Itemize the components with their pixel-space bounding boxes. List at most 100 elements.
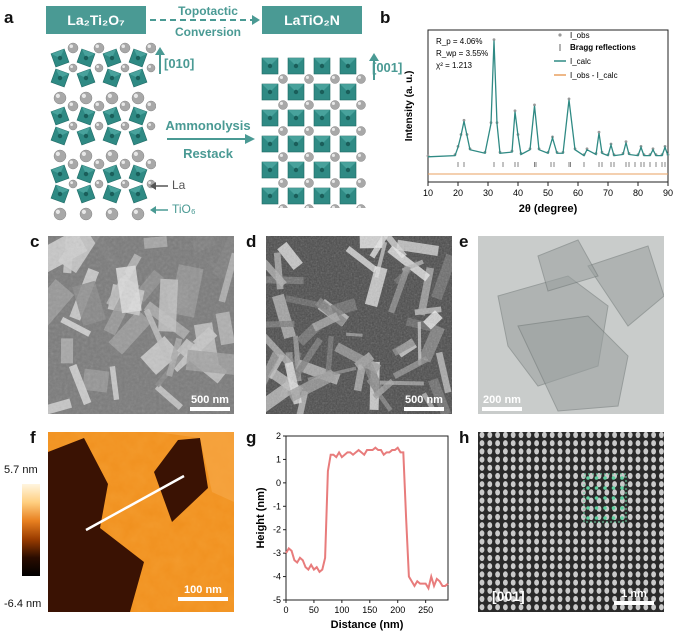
lattice-atom	[627, 456, 633, 463]
overlay-atom	[603, 506, 607, 510]
lattice-atom	[518, 595, 524, 603]
lattice-atom	[581, 432, 586, 439]
lattice-atom	[627, 497, 633, 504]
lattice-atom	[495, 472, 500, 480]
tio6-octahedron	[128, 106, 148, 126]
lattice-atom	[549, 440, 555, 447]
la-atom-highlight	[121, 160, 125, 164]
lattice-atom	[549, 489, 555, 496]
lattice-atom	[612, 489, 617, 496]
la-atom-highlight	[96, 123, 99, 126]
lattice-atom	[635, 587, 641, 594]
la-atom-highlight	[279, 205, 283, 208]
lattice-atom	[479, 538, 485, 545]
lattice-atom	[526, 546, 532, 553]
lattice-atom	[651, 440, 656, 447]
lattice-atom	[643, 595, 649, 603]
lattice-atom	[596, 522, 602, 529]
lattice-atom	[588, 563, 594, 570]
lattice-atom	[510, 472, 516, 480]
lattice-atom	[565, 546, 571, 553]
lattice-atom	[635, 497, 641, 504]
octahedron-facet	[288, 162, 304, 170]
lattice-atom	[659, 554, 664, 562]
lattice-atom	[612, 538, 617, 545]
lattice-atom	[510, 571, 516, 578]
lattice-atom	[651, 472, 656, 480]
la-atom	[119, 42, 131, 54]
ti-atom	[319, 63, 325, 69]
lattice-atom	[495, 546, 500, 553]
lattice-atom	[588, 587, 594, 594]
lattice-atom	[495, 456, 500, 463]
lattice-atom	[651, 497, 656, 504]
lattice-atom	[596, 538, 602, 545]
lattice-atom	[627, 440, 633, 447]
la-atom	[79, 207, 93, 221]
la-atom	[304, 100, 314, 110]
lattice-atom	[620, 579, 625, 586]
tio6-octahedron	[313, 161, 331, 179]
la-atom-highlight	[81, 93, 86, 98]
la-atom	[105, 91, 119, 105]
profile-xtick-label: 250	[418, 605, 433, 615]
lattice-atom	[596, 464, 602, 471]
unit-cell-overlay	[583, 473, 627, 523]
lattice-atom	[635, 546, 641, 553]
octahedron-facet	[133, 165, 147, 174]
lattice-atom	[526, 530, 532, 537]
lattice-atom	[596, 546, 602, 553]
lattice-atom	[659, 497, 664, 504]
lattice-atom	[573, 481, 578, 488]
lattice-atom	[651, 522, 656, 529]
afm-image-f: 100 nm	[48, 432, 234, 612]
lattice-atom	[588, 595, 594, 603]
lattice-atom	[581, 579, 586, 586]
tio6-octahedron	[313, 83, 331, 101]
lattice-atom	[635, 563, 641, 570]
ti-atom	[135, 113, 141, 119]
lattice-atom	[581, 604, 586, 611]
lattice-atom	[526, 432, 532, 439]
la2ti2o7-structure	[50, 42, 156, 221]
octahedron-facet	[133, 107, 147, 116]
overlay-atom	[611, 516, 616, 520]
formula-right-box: LaTiO₂N	[262, 6, 362, 34]
lattice-atom	[565, 604, 571, 611]
overlay-atom	[611, 476, 616, 480]
lattice-atom	[565, 513, 571, 521]
lattice-atom	[581, 456, 586, 463]
lattice-atom	[549, 522, 555, 529]
lattice-atom	[604, 432, 610, 439]
lattice-atom	[495, 497, 500, 504]
lattice-atom	[588, 522, 594, 529]
octahedron-facet	[340, 136, 356, 144]
la-atom-highlight	[148, 65, 151, 68]
lattice-atom	[503, 530, 508, 537]
lattice-atom	[627, 546, 633, 553]
lattice-atom	[542, 563, 547, 570]
lattice-atom	[503, 595, 508, 603]
xrd-legend-3: I_obs - I_calc	[570, 71, 618, 80]
ti-atom	[345, 115, 351, 121]
lattice-atom	[495, 505, 500, 512]
tio6-octahedron	[287, 109, 305, 127]
lattice-atom	[588, 440, 594, 447]
la-atom-highlight	[55, 151, 60, 156]
la-atom-highlight	[121, 44, 125, 48]
lattice-atom	[526, 472, 532, 480]
la-atom	[278, 100, 288, 110]
lattice-atom	[557, 481, 563, 488]
tio6-octahedron	[50, 68, 70, 88]
lattice-atom	[542, 489, 547, 496]
ti-atom	[293, 193, 299, 199]
ammonolysis-arrow	[167, 134, 255, 144]
ti-atom	[345, 141, 351, 147]
tio6-octahedron	[128, 48, 148, 68]
lattice-atom	[651, 538, 656, 545]
lattice-atom	[526, 489, 532, 496]
lattice-atom	[604, 604, 610, 611]
lattice-atom	[573, 530, 578, 537]
ti-atom	[345, 167, 351, 173]
lattice-atom	[510, 554, 516, 562]
